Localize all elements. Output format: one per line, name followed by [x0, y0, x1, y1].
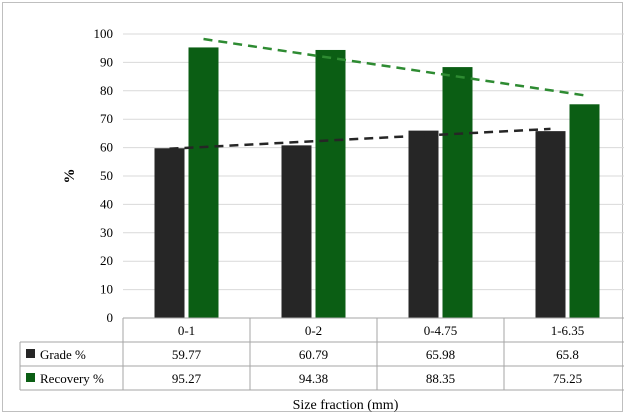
data-label: 65.8 — [556, 347, 579, 362]
y-tick-label: 80 — [100, 83, 113, 98]
y-tick-label: 20 — [100, 253, 113, 268]
y-tick-label: 60 — [100, 140, 113, 155]
category-label: 1-6.35 — [551, 323, 585, 338]
x-axis-label: Size fraction (mm) — [293, 398, 399, 413]
trendline-recovery — [203, 37, 585, 97]
legend-label: Recovery % — [40, 371, 104, 386]
y-tick-label: 50 — [100, 168, 113, 183]
y-tick-label: 70 — [100, 111, 113, 126]
data-label: 75.25 — [553, 371, 582, 386]
data-label: 60.79 — [299, 347, 328, 362]
y-axis-ticks: 0 10 20 30 40 50 60 70 80 90 100 — [94, 26, 114, 325]
bar-recovery — [442, 67, 473, 318]
bar-recovery — [315, 49, 346, 318]
category-label: 0-4.75 — [424, 323, 458, 338]
bar-grade — [408, 130, 439, 318]
legend-key — [26, 373, 35, 382]
bar-recovery — [188, 47, 219, 319]
y-tick-label: 10 — [100, 282, 113, 297]
y-tick-label: 30 — [100, 225, 113, 240]
category-label: 0-1 — [178, 323, 195, 338]
data-label: 59.77 — [172, 347, 202, 362]
legend-label: Grade % — [40, 347, 86, 362]
data-label: 95.27 — [172, 371, 202, 386]
bar-grade — [281, 145, 312, 318]
data-label: 88.35 — [426, 371, 455, 386]
bar-grade — [535, 131, 566, 318]
bar-grade — [154, 148, 185, 318]
data-table: 0-1 0-2 0-4.75 1-6.35 Grade % 59.77 60.79 65.98… — [19, 317, 624, 391]
trendlines — [169, 37, 585, 151]
bar-recovery — [569, 104, 600, 318]
y-tick-label: 40 — [100, 196, 113, 211]
y-tick-label: 100 — [94, 26, 114, 41]
y-tick-label: 0 — [107, 310, 114, 325]
data-label: 94.38 — [299, 371, 328, 386]
bars — [154, 47, 600, 319]
y-tick-label: 90 — [100, 54, 113, 69]
data-label: 65.98 — [426, 347, 455, 362]
legend-key — [26, 349, 35, 358]
grade-recovery-chart: 0 10 20 30 40 50 60 70 80 90 100 % 0-1 0-2 0-4.75 1-6… — [19, 26, 624, 413]
trendline-grade — [169, 127, 551, 151]
category-label: 0-2 — [305, 323, 322, 338]
y-axis-label: % — [62, 169, 78, 184]
